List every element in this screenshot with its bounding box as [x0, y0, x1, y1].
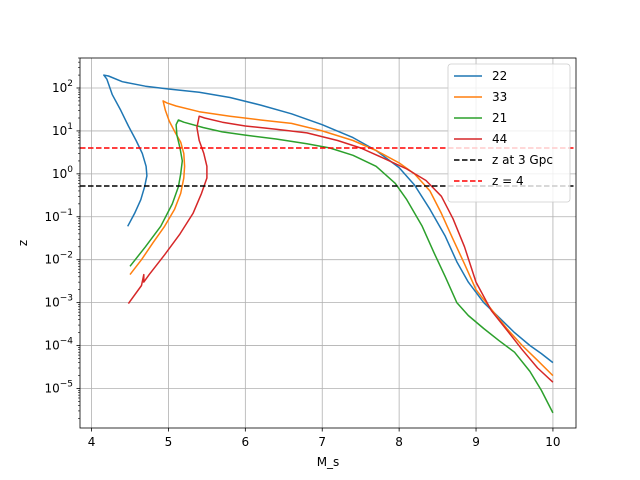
- y-axis-label: z: [16, 240, 30, 246]
- series-line: [103, 74, 554, 364]
- plot-frame: [79, 57, 577, 429]
- y-tick-label: 10−3: [44, 294, 73, 310]
- legend-label: z at 3 Gpc: [492, 153, 553, 167]
- legend-label: 21: [492, 111, 507, 125]
- x-tick-label: 10: [545, 435, 560, 449]
- x-tick-label: 5: [165, 435, 173, 449]
- legend-label: 33: [492, 90, 507, 104]
- legend-label: 44: [492, 132, 507, 146]
- series-line: [129, 119, 554, 414]
- y-tick-label: 101: [52, 122, 73, 138]
- legend-box: [447, 63, 571, 203]
- ticks: 4 5 6 7 8 9 10 10−5 10−4 10−3 10−2 10−1 100 101 102: [44, 57, 561, 449]
- series-line: [127, 115, 554, 383]
- y-tick-label: 10−4: [44, 337, 73, 353]
- series-line: [129, 100, 554, 377]
- x-tick-label: 6: [242, 435, 250, 449]
- x-tick-label: 9: [472, 435, 480, 449]
- series-group: [80, 74, 576, 414]
- y-tick-label: 10−2: [44, 251, 73, 267]
- x-tick-label: 4: [88, 435, 96, 449]
- legend-label: 22: [492, 69, 507, 83]
- x-tick-label: 7: [318, 435, 326, 449]
- legend: 22 33 21 44 z at 3 Gpc z = 4: [447, 63, 571, 203]
- legend-label: z = 4: [492, 174, 524, 188]
- x-axis-label: M_s: [317, 455, 340, 469]
- y-tick-label: 102: [52, 79, 73, 95]
- y-tick-label: 100: [52, 165, 73, 181]
- x-tick-label: 8: [395, 435, 403, 449]
- y-tick-label: 10−5: [44, 379, 73, 395]
- y-tick-label: 10−1: [44, 208, 73, 224]
